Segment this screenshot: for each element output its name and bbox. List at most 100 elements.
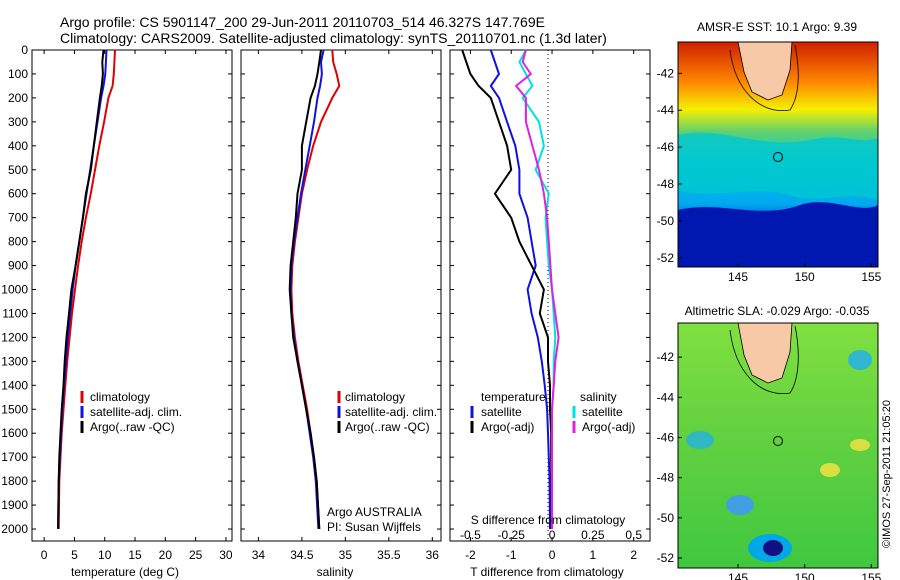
s-diff-tick-label: 0 (549, 528, 556, 542)
sla-low-3 (726, 495, 754, 515)
salinity-depth-ticks (241, 49, 441, 530)
legend-label-satellite: satellite-adj. clim. (345, 405, 437, 419)
sla-map: Altimetric SLA: -0.029 Argo: -0.035 145 1… (657, 304, 882, 580)
sst-map-title: AMSR-E SST: 10.1 Argo: 9.39 (697, 20, 857, 34)
sla-bathymetry-contour (729, 325, 799, 395)
depth-tick-label: 1800 (1, 474, 28, 488)
tasmania-landmass-sla (737, 323, 793, 384)
sla-low-core (763, 540, 783, 556)
argo-position-marker-sla (773, 436, 783, 446)
difference-panel: -2 -1 0 1 2 -0.5 -0.25 0 0.25 0.5 S difference f… (449, 49, 651, 579)
series-line-temperature-satellite (489, 49, 551, 530)
t-difference-xlabel: T difference from climatology (470, 565, 624, 579)
x-tick-label: 30 (219, 548, 233, 562)
salinity-plot-frame (240, 49, 442, 542)
legend-label-t-satellite: satellite (481, 405, 522, 419)
t-difference-axis-ticks: -2 -1 0 1 2 (465, 50, 637, 562)
legend-label-argo: Argo(..raw -QC) (345, 420, 430, 434)
depth-tick-label: 900 (8, 259, 28, 273)
argo-position-marker (773, 152, 783, 162)
legend-label-s-satellite: satellite (582, 405, 623, 419)
lat-tick-label: -46 (657, 430, 675, 444)
lon-tick-label: 145 (728, 270, 748, 284)
depth-tick-label: 1700 (1, 450, 28, 464)
x-tick-label: 20 (159, 548, 173, 562)
depth-tick-label: 200 (8, 91, 28, 105)
lat-tick-label: -44 (657, 103, 675, 117)
depth-tick-label: 400 (8, 139, 28, 153)
difference-legend: temperature salinity satellite Argo(-adj… (470, 390, 635, 434)
depth-tick-label: 1200 (1, 330, 28, 344)
series-line-argo-raw-qc- (57, 49, 105, 530)
lat-tick-label: -44 (657, 390, 675, 404)
legend-label-climatology: climatology (90, 390, 150, 404)
lat-tick-label: -48 (657, 471, 675, 485)
temperature-lines (57, 49, 116, 530)
lon-tick-label: 155 (861, 571, 881, 580)
sst-bathymetry-contour (729, 44, 799, 112)
salinity-axis-ticks: 34 34.5 35 35.5 36 (252, 50, 440, 562)
salinity-legend: climatology satellite-adj. clim. Argo(..… (337, 390, 437, 434)
s-diff-tick-label: 0.25 (581, 528, 605, 542)
legend-label-argo: Argo(..raw -QC) (90, 420, 175, 434)
lat-tick-label: -50 (657, 511, 675, 525)
legend-label-s-argo: Argo(-adj) (582, 420, 635, 434)
depth-tick-label: 1900 (1, 498, 28, 512)
depth-tick-label: 600 (8, 187, 28, 201)
argo-australia-annotation: Argo AUSTRALIA (327, 505, 422, 519)
lat-tick-label: -42 (657, 66, 675, 80)
lat-tick-label: -50 (657, 214, 675, 228)
lon-tick-label: 150 (795, 571, 815, 580)
lat-tick-label: -42 (657, 350, 675, 364)
temperature-legend: climatology satellite-adj. clim. Argo(..… (80, 390, 182, 434)
depth-tick-label: 500 (8, 163, 28, 177)
temperature-plot-frame (31, 49, 233, 542)
salinity-xlabel: salinity (317, 565, 354, 579)
sla-low-1 (686, 431, 714, 449)
tasmania-landmass (737, 42, 793, 101)
sla-map-frame (677, 322, 879, 569)
s-diff-tick-label: 0.5 (625, 528, 642, 542)
x-tick-label: -1 (506, 548, 517, 562)
x-tick-label: 35 (339, 548, 353, 562)
lon-tick-label: 145 (728, 571, 748, 580)
depth-tick-label: 1100 (2, 306, 28, 320)
imos-timestamp: ©IMOS 27-Sep-2011 21:05:20 (881, 400, 893, 548)
sst-cold-region (678, 202, 878, 267)
chart-title-line1: Argo profile: CS 5901147_200 29-Jun-2011… (60, 14, 545, 30)
sla-high-2 (850, 439, 870, 451)
legend-group-temperature: temperature (481, 390, 546, 404)
sst-mid-region (678, 132, 878, 200)
salinity-panel: 34 34.5 35 35.5 36 salinity climatology sate… (240, 49, 442, 579)
x-tick-label: 10 (98, 548, 112, 562)
temperature-xlabel: temperature (deg C) (71, 565, 179, 579)
x-tick-label: 34.5 (290, 548, 314, 562)
depth-axis-ticks: 0 100 200 300 400 500 600 700 800 900 1000 1100 1200… (1, 43, 232, 536)
sla-map-title: Altimetric SLA: -0.029 Argo: -0.035 (685, 304, 870, 318)
lon-tick-label: 150 (795, 270, 815, 284)
x-tick-label: 35.5 (377, 548, 401, 562)
x-tick-label: 5 (71, 548, 78, 562)
temperature-axis-ticks: 0 5 10 15 20 25 30 (41, 50, 233, 562)
depth-tick-label: 2000 (1, 522, 28, 536)
x-tick-label: 2 (630, 548, 637, 562)
chart-title-line2: Climatology: CARS2009. Satellite-adjuste… (60, 30, 607, 46)
x-tick-label: 1 (590, 548, 597, 562)
series-line-argo-raw-qc- (288, 49, 322, 530)
s-difference-axis-ticks: -0.5 -0.25 0 0.25 0.5 (460, 528, 642, 542)
legend-label-satellite: satellite-adj. clim. (90, 405, 182, 419)
sst-map-frame (677, 41, 879, 268)
x-tick-label: -2 (465, 548, 476, 562)
x-tick-label: 36 (426, 548, 440, 562)
x-tick-label: 15 (128, 548, 142, 562)
salinity-lines (288, 49, 341, 530)
difference-plot-frame (449, 49, 651, 542)
series-line-temperature-argo-adj- (461, 49, 553, 529)
depth-tick-label: 1400 (1, 378, 28, 392)
x-tick-label: 34 (252, 548, 266, 562)
x-tick-label: 0 (549, 548, 556, 562)
legend-label-t-argo: Argo(-adj) (481, 420, 534, 434)
x-tick-label: 0 (41, 548, 48, 562)
sst-map-ticks: 145 150 155 -42 -44 -46 -48 -50 -52 (657, 66, 882, 284)
